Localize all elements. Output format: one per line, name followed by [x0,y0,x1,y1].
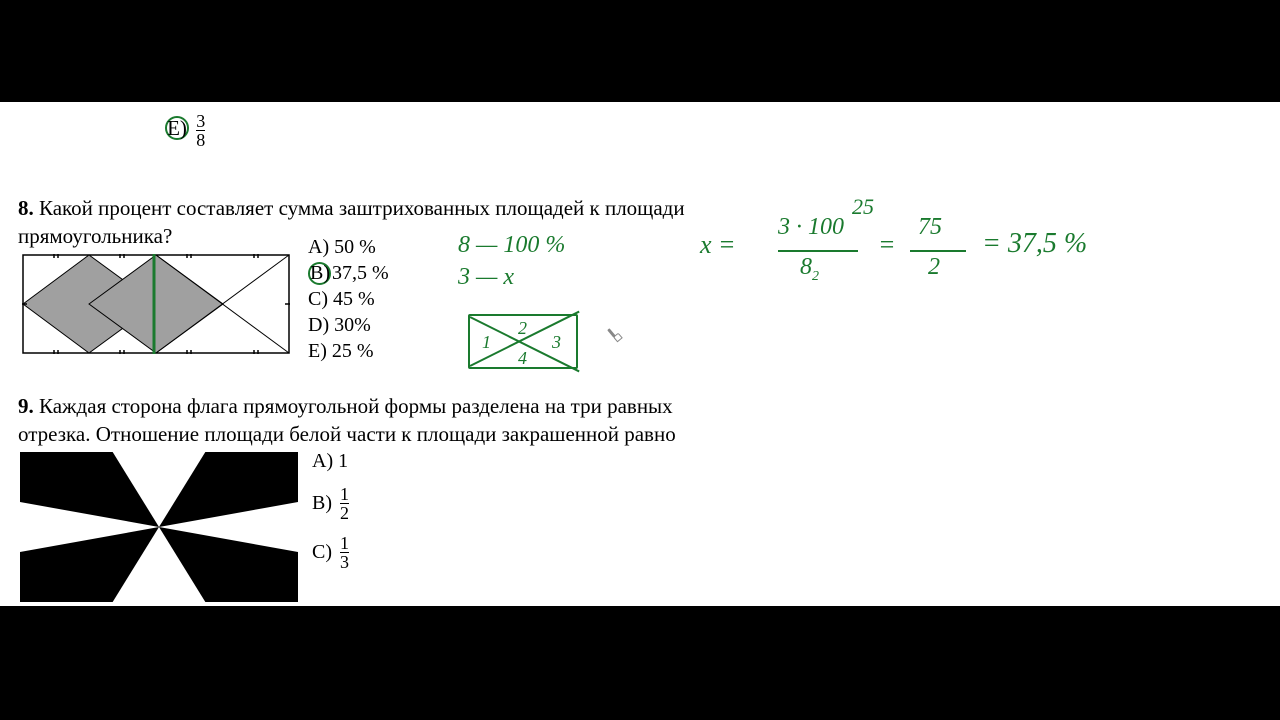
handwriting-frac1-den: 82 [800,254,819,285]
q9-options: A) 1 B) 1 2 C) 1 3 [312,450,349,583]
option-b: B) 1 2 [312,485,349,522]
fraction-numerator: 3 [196,112,205,130]
question-text-line1: Какой процент составляет сумма заштрихов… [39,196,685,220]
pen-cursor-icon [607,321,627,341]
handwriting-25: 25 [852,194,874,220]
question-number: 9. [18,394,34,418]
handwriting-frac1-num: 3 · 100 [778,214,844,241]
question-number: 8. [18,196,34,220]
handwriting-x-equals: x = [700,230,736,260]
q8-figure [22,254,290,359]
handwriting-proportion-1: 8 — 100 % [458,232,565,259]
prev-option-e: E) 3 8 [165,112,205,149]
handwriting-frac1-line [778,250,858,252]
handwriting-box-sketch: 1 2 3 4 [468,314,578,369]
handwriting-frac2-num: 75 [918,214,942,241]
option-b: B)37,5 % [308,260,389,286]
handwriting-result: = 37,5 % [982,228,1087,260]
handwriting-frac2-den: 2 [928,254,940,281]
option-d: D) 30% [308,312,389,338]
option-a: A) 50 % [308,234,389,260]
option-c: C) 1 3 [312,534,349,571]
fraction-denominator: 8 [196,130,205,149]
question-text-line1: Каждая сторона флага прямоугольной формы… [39,394,673,418]
option-c: C) 45 % [308,286,389,312]
question-text-line2: отрезка. Отношение площади белой части к… [18,420,676,448]
q8-options: A) 50 % B)37,5 % C) 45 % D) 30% E) 25 % [308,234,389,364]
q9-figure [20,452,298,607]
handwriting-equals-2: = [878,230,896,260]
option-a: A) 1 [312,450,349,473]
option-e: E) 25 % [308,338,389,364]
option-letter-circled: E) [165,116,189,140]
handwriting-frac2-line [910,250,966,252]
option-b-circled: B) [308,262,331,285]
question-9: 9. Каждая сторона флага прямоугольной фо… [18,392,676,449]
handwriting-proportion-2: 3 — x [458,264,514,291]
